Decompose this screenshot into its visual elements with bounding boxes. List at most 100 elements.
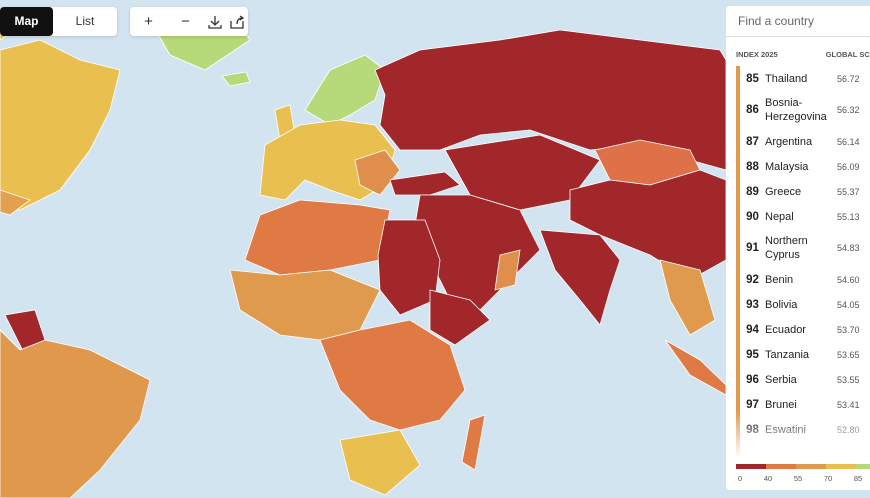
list-header: INDEX 2025 GLOBAL SCORE: [736, 50, 870, 59]
canada: [0, 39, 121, 211]
country-name: Ecuador: [765, 323, 806, 336]
ranking-row[interactable]: 95 Tanzania 53.65: [740, 342, 870, 367]
score: 53.55: [837, 374, 860, 385]
list-tab[interactable]: List: [75, 14, 95, 28]
legend-tick: 70: [824, 474, 832, 483]
score: 54.83: [837, 243, 860, 253]
west-africa: [229, 269, 381, 341]
ranking-row[interactable]: 85 Thailand 56.72: [740, 66, 870, 91]
rank: 88: [746, 160, 759, 173]
turkey: [389, 171, 461, 196]
south-america: [0, 329, 151, 498]
country-name: Nepal: [765, 210, 794, 223]
oman: [494, 249, 521, 291]
rank: 97: [746, 398, 759, 411]
ranking-row[interactable]: 91 Northern Cyprus 54.83: [740, 229, 870, 267]
index-header: INDEX 2025: [736, 50, 778, 59]
country-name: Eswatini: [765, 423, 806, 436]
score: 54.05: [837, 299, 860, 310]
rank: 85: [746, 72, 759, 85]
legend: 040557085100: [736, 464, 870, 483]
scandinavia: [304, 54, 386, 126]
legend-tick: 0: [738, 474, 742, 483]
iceland: [221, 71, 251, 87]
legend-band: [826, 464, 856, 469]
country-name: Tanzania: [765, 348, 810, 361]
score: 56.32: [837, 105, 860, 115]
country-name: Benin: [765, 273, 794, 286]
se-asia: [659, 259, 716, 336]
map-tab[interactable]: Map: [0, 7, 53, 36]
rank: 98: [746, 423, 759, 436]
ranking-row[interactable]: 86 Bosnia-Herzegovina 56.32: [740, 91, 870, 129]
rank: 95: [746, 348, 759, 361]
ranking-row[interactable]: 92 Benin 54.60: [740, 267, 870, 292]
country-name: Malaysia: [765, 160, 809, 173]
ranking-rows: 85 Thailand 56.72 86 Bosnia-Herzegovina 56.32…: [736, 66, 870, 458]
zoom-in[interactable]: +: [144, 13, 153, 30]
score: 56.72: [837, 73, 860, 84]
balkans: [354, 149, 401, 196]
country-name: Bosnia-Herzegovina: [765, 97, 827, 123]
score: 53.70: [837, 324, 860, 335]
score: 56.09: [837, 161, 860, 172]
rank: 86: [746, 104, 759, 116]
india: [539, 229, 621, 326]
rank: 96: [746, 373, 759, 386]
map-controls: + −: [130, 7, 248, 36]
rank: 91: [746, 242, 759, 254]
ranking-row[interactable]: 93 Bolivia 54.05: [740, 292, 870, 317]
legend-tick: 85: [854, 474, 862, 483]
ranking-panel: Find a country INDEX 2025 GLOBAL SCORE 8…: [726, 6, 870, 490]
country-name: Bolivia: [765, 298, 798, 311]
indonesia: [664, 339, 727, 396]
score: 53.65: [837, 349, 860, 360]
legend-tick: 55: [794, 474, 802, 483]
ranking-row[interactable]: 98 Eswatini 52.80: [740, 417, 870, 442]
rank: 92: [746, 273, 759, 286]
country-name: Serbia: [765, 373, 797, 386]
search-box[interactable]: Find a country: [726, 6, 870, 37]
score: 52.80: [837, 424, 860, 435]
legend-band: [766, 464, 796, 469]
rank: 94: [746, 323, 759, 336]
ranking-row[interactable]: 89 Greece 55.37: [740, 179, 870, 204]
legend-band: [856, 464, 870, 469]
country-name: Northern Cyprus: [765, 235, 808, 261]
score-header: GLOBAL SCORE: [825, 50, 870, 59]
legend-band: [796, 464, 826, 469]
legend-tick: 40: [764, 474, 772, 483]
rank: 89: [746, 185, 759, 198]
southern-africa: [339, 429, 421, 496]
horn: [429, 289, 491, 346]
country-name: Argentina: [765, 135, 813, 148]
ranking-row[interactable]: 96 Serbia 53.55: [740, 367, 870, 392]
score: 55.37: [837, 186, 860, 197]
rank: 87: [746, 135, 759, 148]
ranking-row[interactable]: 97 Brunei 53.41: [740, 392, 870, 417]
score: 55.13: [837, 211, 860, 222]
egypt-sudan: [377, 219, 441, 316]
score: 54.60: [837, 274, 860, 285]
ranking-row[interactable]: 90 Nepal 55.13: [740, 204, 870, 229]
rank: 90: [746, 210, 759, 223]
country-name: Brunei: [765, 398, 797, 411]
central-africa: [319, 319, 466, 431]
madagascar: [461, 414, 486, 471]
view-toggle: Map List: [0, 7, 117, 36]
country-name: Thailand: [765, 72, 808, 85]
legend-band: [736, 464, 766, 469]
zoom-out[interactable]: −: [181, 13, 190, 30]
ranking-row[interactable]: 87 Argentina 56.14: [740, 129, 870, 154]
score: 53.41: [837, 399, 860, 410]
usa: [0, 189, 31, 216]
download[interactable]: [208, 15, 222, 29]
ranking-row[interactable]: 88 Malaysia 56.09: [740, 154, 870, 179]
share[interactable]: [230, 14, 244, 29]
rank: 93: [746, 298, 759, 311]
north-africa: [244, 199, 391, 276]
country-name: Greece: [765, 185, 802, 198]
ranking-row[interactable]: 94 Ecuador 53.70: [740, 317, 870, 342]
